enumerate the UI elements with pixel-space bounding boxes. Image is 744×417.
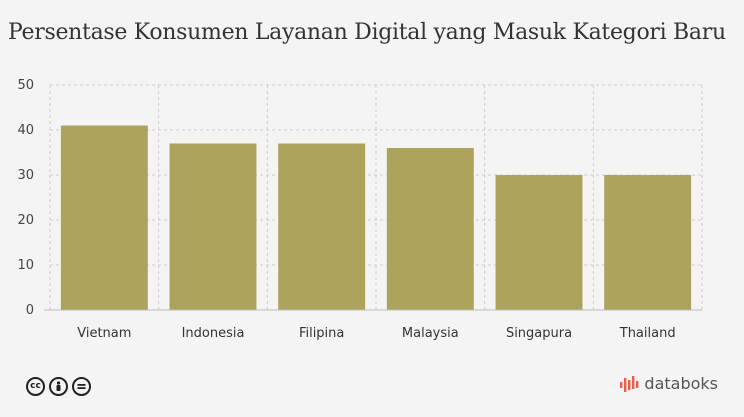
x-tick-label: Singapura: [506, 326, 572, 341]
brand-name: databoks: [644, 374, 718, 393]
y-tick-label: 40: [17, 123, 34, 138]
attribution-icon: [49, 377, 68, 396]
y-tick-label: 30: [17, 168, 34, 183]
bar-thailand: [604, 175, 692, 310]
x-tick-label: Indonesia: [182, 326, 245, 341]
x-tick-label: Malaysia: [402, 326, 459, 341]
x-tick-label: Vietnam: [77, 326, 131, 341]
y-tick-label: 50: [17, 78, 34, 93]
bar-malaysia: [386, 148, 474, 310]
bar-singapura: [495, 175, 583, 310]
y-tick-label: 0: [26, 303, 34, 318]
license-icons: cc: [26, 377, 91, 396]
chart-title: Persentase Konsumen Layanan Digital yang…: [8, 20, 726, 45]
databoks-logo-icon: [620, 375, 639, 392]
y-tick-label: 20: [17, 213, 34, 228]
x-tick-label: Thailand: [619, 326, 676, 341]
y-tick-label: 10: [17, 258, 34, 273]
creative-commons-icon: cc: [26, 377, 45, 396]
no-derivatives-icon: [72, 377, 91, 396]
bar-indonesia: [169, 143, 257, 310]
databoks-logo[interactable]: databoks: [620, 374, 718, 393]
bar-vietnam: [60, 125, 148, 310]
x-tick-label: Filipina: [299, 326, 344, 341]
bar-filipina: [278, 143, 366, 310]
